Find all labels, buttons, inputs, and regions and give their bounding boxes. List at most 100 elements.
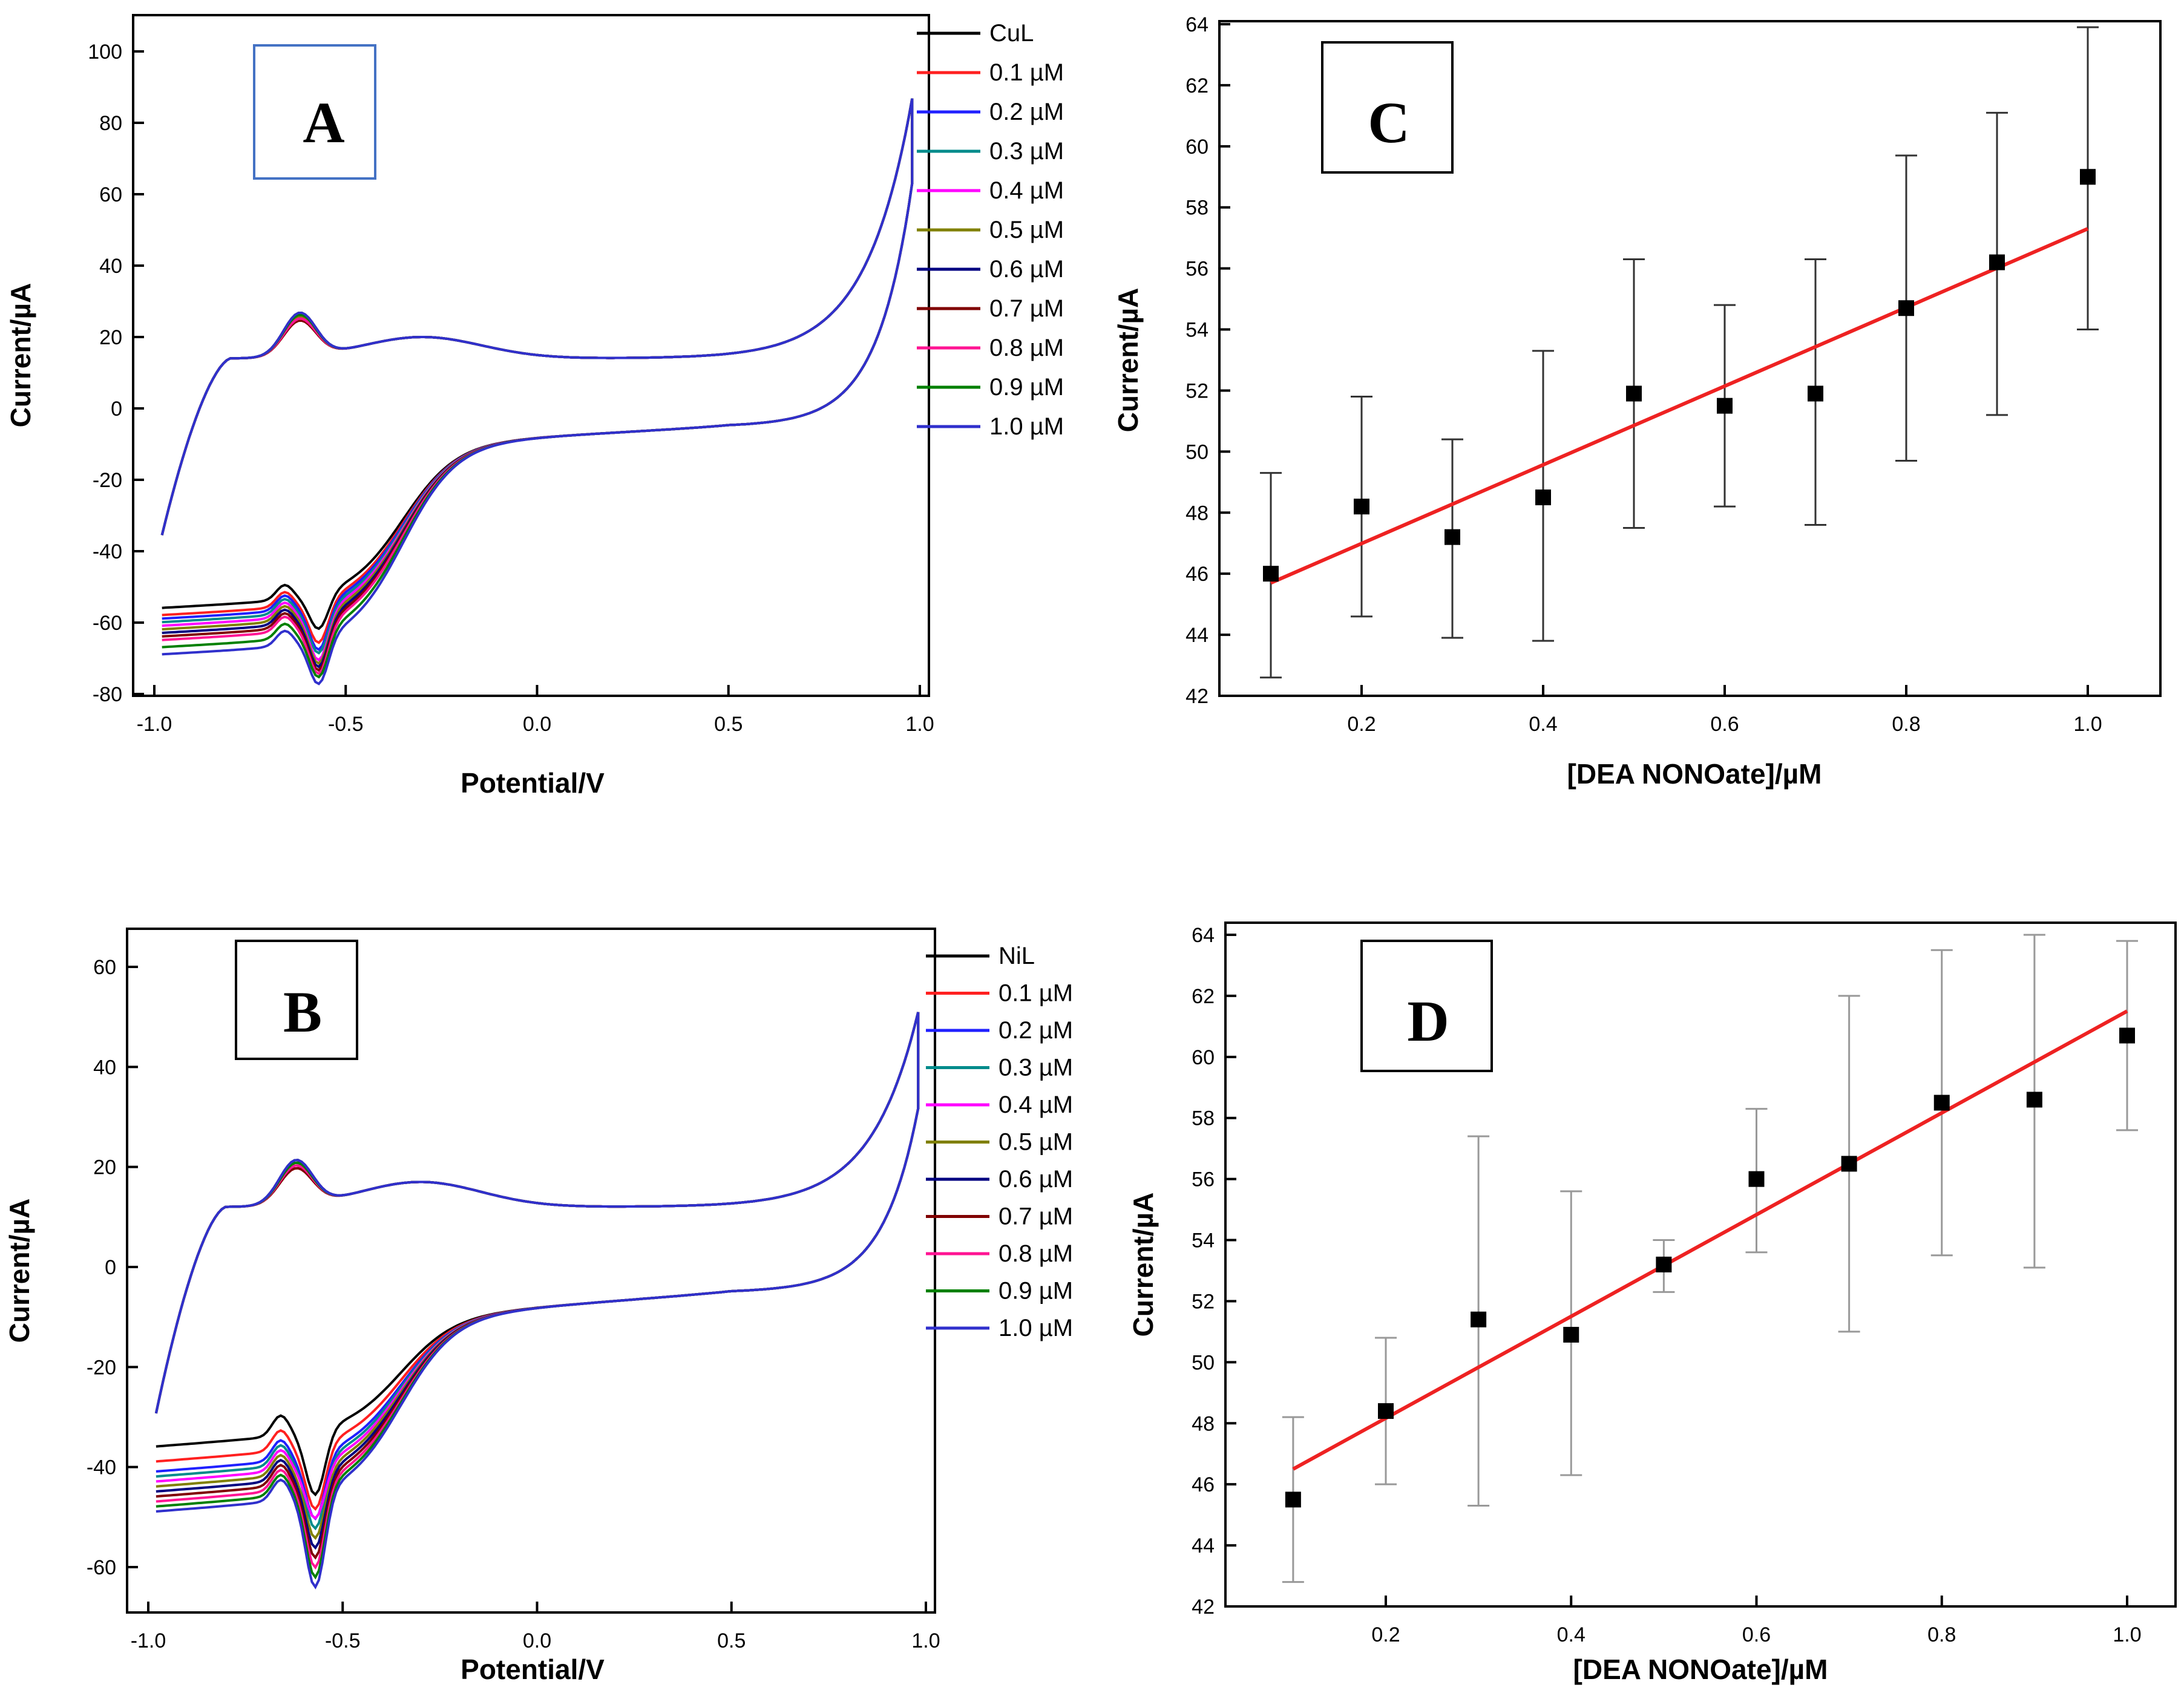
legend: NiL 0.1 µM 0.2 µM 0.3 µM 0.4 µM 0.5 µM 0.6 µM 0… bbox=[926, 943, 1073, 1341]
panel-a-cv-plot: -1.0 -0.5 0.0 0.5 1.0 -80 -60 -40 -20 0 20 40 60 80 10… bbox=[5, 14, 1064, 799]
y-tick-label: 80 bbox=[99, 112, 122, 135]
x-tick-label: -1.0 bbox=[137, 713, 172, 736]
x-tick-label: 0.4 bbox=[1557, 1623, 1586, 1646]
legend-label: 0.4 µM bbox=[999, 1092, 1073, 1118]
panel-label: D bbox=[1407, 989, 1449, 1053]
panel-label: C bbox=[1368, 90, 1409, 155]
y-tick-label: 40 bbox=[93, 1056, 116, 1079]
panel-label: A bbox=[303, 90, 344, 155]
legend-label: 0.9 µM bbox=[999, 1278, 1073, 1305]
y-tick-label: 44 bbox=[1192, 1534, 1215, 1557]
y-tick-label: 0 bbox=[105, 1256, 116, 1279]
data-point bbox=[2080, 169, 2096, 185]
legend-label: 0.3 µM bbox=[999, 1055, 1073, 1081]
y-tick-label: -80 bbox=[93, 683, 122, 706]
panel-label-box bbox=[235, 940, 358, 1060]
legend: CuL 0.1 µM 0.2 µM 0.3 µM 0.4 µM 0.5 µM 0.6 µM 0… bbox=[917, 20, 1064, 440]
y-tick-label: -60 bbox=[87, 1556, 116, 1579]
legend-label: 1.0 µM bbox=[999, 1315, 1073, 1341]
y-tick-label: -20 bbox=[87, 1356, 116, 1379]
cv-curves bbox=[160, 98, 914, 686]
data-point bbox=[1378, 1403, 1394, 1419]
legend-label: 0.7 µM bbox=[989, 295, 1064, 322]
legend-label: NiL bbox=[999, 943, 1035, 969]
data-point bbox=[1656, 1256, 1672, 1272]
y-tick-label: 52 bbox=[1192, 1290, 1215, 1313]
legend-label: 0.1 µM bbox=[989, 59, 1064, 86]
x-tick-label: 0.6 bbox=[1710, 713, 1739, 736]
y-tick-label: 20 bbox=[93, 1156, 116, 1179]
y-tick-label: 60 bbox=[1192, 1046, 1215, 1069]
y-tick-label: 62 bbox=[1185, 74, 1208, 97]
legend-label: 0.7 µM bbox=[999, 1203, 1073, 1230]
data-point bbox=[1841, 1156, 1857, 1172]
y-axis-label: Current/µA bbox=[4, 1199, 35, 1343]
panel-label-box bbox=[1321, 41, 1454, 174]
x-tick-label: 1.0 bbox=[905, 713, 934, 736]
y-tick-label: 56 bbox=[1185, 258, 1208, 281]
y-tick-label: 64 bbox=[1185, 13, 1208, 36]
y-tick-label: -40 bbox=[87, 1456, 116, 1479]
data-point bbox=[1808, 385, 1823, 402]
data-point bbox=[1354, 499, 1369, 515]
y-tick-label: 42 bbox=[1192, 1596, 1215, 1619]
data-point bbox=[1626, 385, 1642, 402]
legend-label: 1.0 µM bbox=[989, 413, 1064, 440]
x-tick-label: 0.5 bbox=[717, 1629, 746, 1652]
x-tick-label: 1.0 bbox=[2113, 1623, 2141, 1646]
y-tick-label: 54 bbox=[1192, 1229, 1215, 1252]
y-tick-label: 58 bbox=[1192, 1107, 1215, 1130]
y-tick-label: 0 bbox=[111, 398, 122, 421]
fit-line bbox=[1292, 1009, 2128, 1471]
legend-label: 0.8 µM bbox=[999, 1240, 1073, 1267]
data-point bbox=[1748, 1171, 1765, 1187]
y-axis-label: Current/µA bbox=[1112, 288, 1144, 433]
y-tick-label: 58 bbox=[1185, 197, 1208, 220]
x-tick-label: -0.5 bbox=[325, 1629, 361, 1652]
data-point bbox=[1535, 489, 1551, 506]
data-point bbox=[1898, 300, 1914, 316]
panel-label: B bbox=[283, 980, 322, 1044]
legend-label: 0.6 µM bbox=[989, 256, 1064, 283]
cv-series-line bbox=[160, 98, 914, 686]
data-point bbox=[1933, 1095, 1950, 1111]
y-tick-label: -60 bbox=[93, 612, 122, 635]
x-axis-label: Potential/V bbox=[461, 1654, 605, 1685]
y-tick-label: 56 bbox=[1192, 1168, 1215, 1191]
panel-b-cv-plot: -1.0 -0.5 0.0 0.5 1.0 -60 -40 -20 0 20 40 60 NiL 0.1… bbox=[4, 928, 1073, 1685]
panel-c-calibration-plot: 0.2 0.4 0.6 0.8 1.0424446485052545658606264 … bbox=[1112, 13, 2162, 790]
y-tick-label: 54 bbox=[1185, 319, 1208, 342]
y-tick-label: 46 bbox=[1192, 1473, 1215, 1496]
axis-ticks: 0.2 0.4 0.6 0.8 1.0 42 44 46 48 50 52 54 56 58 60 62 64 bbox=[1192, 924, 2141, 1646]
legend-label: 0.5 µM bbox=[989, 217, 1064, 243]
cv-curves bbox=[154, 1012, 920, 1589]
y-tick-label: 40 bbox=[99, 255, 122, 278]
y-tick-label: 64 bbox=[1192, 924, 1215, 947]
y-tick-label: 42 bbox=[1185, 685, 1208, 708]
panel-label-box bbox=[253, 44, 376, 180]
legend-label: 0.2 µM bbox=[999, 1017, 1073, 1044]
y-tick-label: 50 bbox=[1185, 440, 1208, 463]
legend-label: 0.9 µM bbox=[989, 374, 1064, 401]
x-tick-label: 0.4 bbox=[1529, 713, 1557, 736]
x-tick-label: 0.0 bbox=[523, 713, 551, 736]
y-tick-label: 50 bbox=[1192, 1351, 1215, 1374]
x-tick-label: 1.0 bbox=[2073, 713, 2102, 736]
y-tick-label: 100 bbox=[88, 41, 122, 64]
panel-label-box bbox=[1360, 940, 1493, 1072]
legend-label: 0.6 µM bbox=[999, 1166, 1073, 1193]
x-tick-label: 0.8 bbox=[1892, 713, 1920, 736]
data-point bbox=[1471, 1311, 1487, 1327]
legend-label: 0.4 µM bbox=[989, 177, 1064, 204]
legend-label: 0.1 µM bbox=[999, 980, 1073, 1007]
legend-label: 0.5 µM bbox=[999, 1129, 1073, 1156]
data-marks bbox=[1282, 934, 2138, 1583]
data-point bbox=[2119, 1027, 2135, 1044]
x-tick-label: 0.6 bbox=[1742, 1623, 1771, 1646]
x-axis-label: [DEA NONOate]/µM bbox=[1573, 1654, 1828, 1685]
x-tick-label: -1.0 bbox=[131, 1629, 166, 1652]
x-tick-label: 0.8 bbox=[1927, 1623, 1956, 1646]
data-point bbox=[1263, 566, 1279, 582]
legend-label: 0.8 µM bbox=[989, 335, 1064, 361]
